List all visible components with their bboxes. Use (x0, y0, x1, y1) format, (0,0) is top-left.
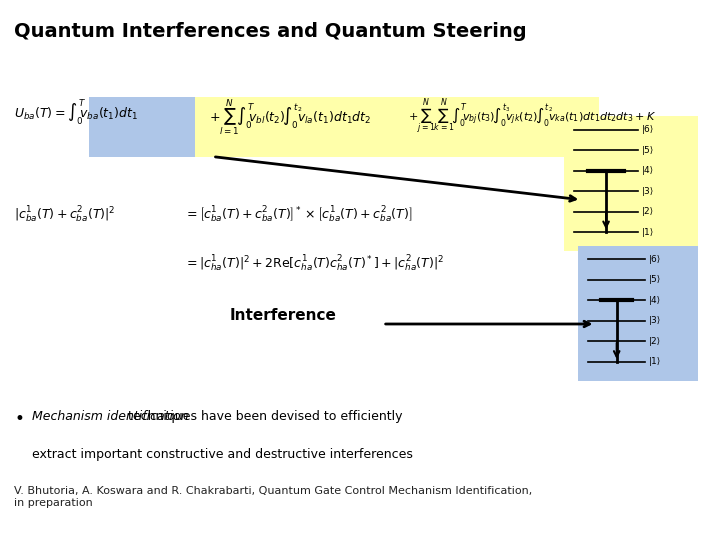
Text: $+ \sum_{l=1}^{N}\!\int_0^T\!\! v_{bl}(t_2)\!\int_0^{t_2}\!\! v_{la}(t_1)dt_1 dt: $+ \sum_{l=1}^{N}\!\int_0^T\!\! v_{bl}(t… (209, 97, 372, 138)
FancyBboxPatch shape (89, 97, 202, 157)
Text: $U_{ba}(T) = \int_0^T\!\! v_{ba}(t_1)dt_1$: $U_{ba}(T) = \int_0^T\!\! v_{ba}(t_1)dt_… (14, 97, 138, 127)
Text: $+ \sum_{j=1}^{N}\sum_{k=1}^{N}\!\int_0^T\!\! v_{bj}(t_3)\!\int_0^{t_3}\!\! v_{j: $+ \sum_{j=1}^{N}\sum_{k=1}^{N}\!\int_0^… (408, 97, 656, 137)
Text: $|c_{ba}^1(T)+c_{ba}^2(T)|^2$: $|c_{ba}^1(T)+c_{ba}^2(T)|^2$ (14, 205, 116, 226)
Text: |2⟩: |2⟩ (642, 207, 654, 216)
Text: |4⟩: |4⟩ (642, 166, 654, 175)
Text: Interference: Interference (230, 308, 337, 323)
Text: |1⟩: |1⟩ (642, 228, 654, 237)
FancyBboxPatch shape (564, 116, 698, 251)
Text: |6⟩: |6⟩ (649, 255, 661, 264)
Text: |5⟩: |5⟩ (642, 146, 654, 154)
Text: techniques have been devised to efficiently: techniques have been devised to efficien… (124, 410, 402, 423)
Text: Quantum Interferences and Quantum Steering: Quantum Interferences and Quantum Steeri… (14, 22, 527, 40)
Text: |6⟩: |6⟩ (642, 125, 654, 134)
Text: •: • (14, 410, 24, 428)
Text: $= |c_{ha}^1(T)|^2 + 2\mathrm{Re}[c_{ha}^1(T)c_{ha}^2(T)^*] + |c_{ha}^2(T)|^2$: $= |c_{ha}^1(T)|^2 + 2\mathrm{Re}[c_{ha}… (184, 254, 444, 274)
Text: V. Bhutoria, A. Koswara and R. Chakrabarti, Quantum Gate Control Mechanism Ident: V. Bhutoria, A. Koswara and R. Chakrabar… (14, 486, 532, 508)
Text: |3⟩: |3⟩ (642, 187, 654, 195)
Text: extract important constructive and destructive interferences: extract important constructive and destr… (32, 448, 413, 461)
Text: |4⟩: |4⟩ (649, 296, 661, 305)
Text: |5⟩: |5⟩ (649, 275, 661, 284)
FancyBboxPatch shape (195, 97, 599, 157)
Text: |1⟩: |1⟩ (649, 357, 661, 366)
Text: Mechanism identification: Mechanism identification (32, 410, 189, 423)
Text: |3⟩: |3⟩ (649, 316, 661, 325)
Text: |2⟩: |2⟩ (649, 337, 661, 346)
FancyBboxPatch shape (577, 246, 698, 381)
Text: $= \left[c_{ba}^1(T)+c_{ba}^2(T)\right]^* \times \left[c_{ba}^1(T)+c_{ba}^2(T)\r: $= \left[c_{ba}^1(T)+c_{ba}^2(T)\right]^… (184, 205, 413, 226)
